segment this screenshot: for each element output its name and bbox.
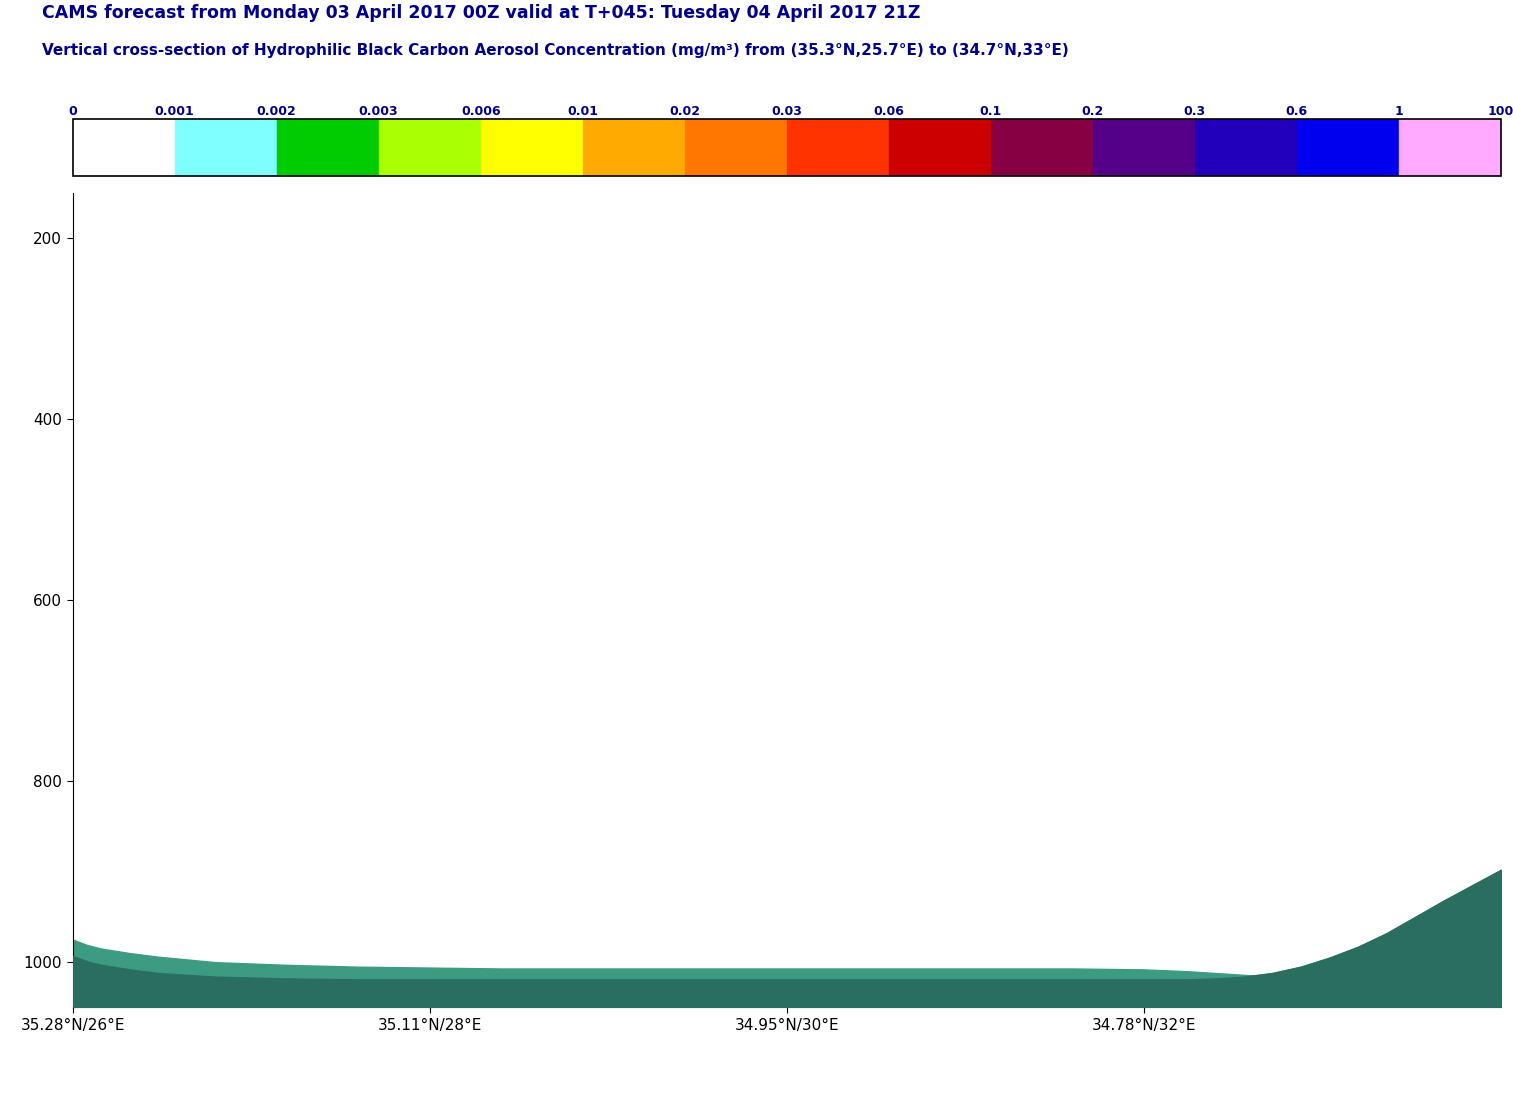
Text: 0.02: 0.02 xyxy=(669,105,701,118)
Text: 0.2: 0.2 xyxy=(1082,105,1104,118)
Bar xyxy=(277,119,378,176)
Bar xyxy=(1400,119,1501,176)
Bar xyxy=(1092,119,1195,176)
Bar xyxy=(991,119,1092,176)
Text: 0.06: 0.06 xyxy=(873,105,905,118)
Text: CAMS forecast from Monday 03 April 2017 00Z valid at T+045: Tuesday 04 April 201: CAMS forecast from Monday 03 April 2017 … xyxy=(42,3,921,22)
Bar xyxy=(73,119,174,176)
Text: 0.001: 0.001 xyxy=(154,105,195,118)
Text: 0.01: 0.01 xyxy=(567,105,598,118)
Bar xyxy=(1297,119,1400,176)
Text: 0.003: 0.003 xyxy=(359,105,398,118)
Text: 1: 1 xyxy=(1395,105,1403,118)
Text: 0.002: 0.002 xyxy=(257,105,297,118)
Text: 0.03: 0.03 xyxy=(772,105,802,118)
Text: 0.6: 0.6 xyxy=(1286,105,1307,118)
Bar xyxy=(685,119,787,176)
Text: 100: 100 xyxy=(1487,105,1513,118)
Bar xyxy=(481,119,583,176)
Bar xyxy=(378,119,481,176)
Text: 0: 0 xyxy=(68,105,77,118)
Bar xyxy=(787,119,888,176)
Text: 0.006: 0.006 xyxy=(461,105,501,118)
Bar xyxy=(174,119,277,176)
Bar xyxy=(583,119,685,176)
Bar xyxy=(888,119,991,176)
Bar xyxy=(1195,119,1297,176)
Text: Vertical cross-section of Hydrophilic Black Carbon Aerosol Concentration (mg/m³): Vertical cross-section of Hydrophilic Bl… xyxy=(42,43,1070,58)
Text: 0.1: 0.1 xyxy=(980,105,1002,118)
Text: 0.3: 0.3 xyxy=(1183,105,1206,118)
